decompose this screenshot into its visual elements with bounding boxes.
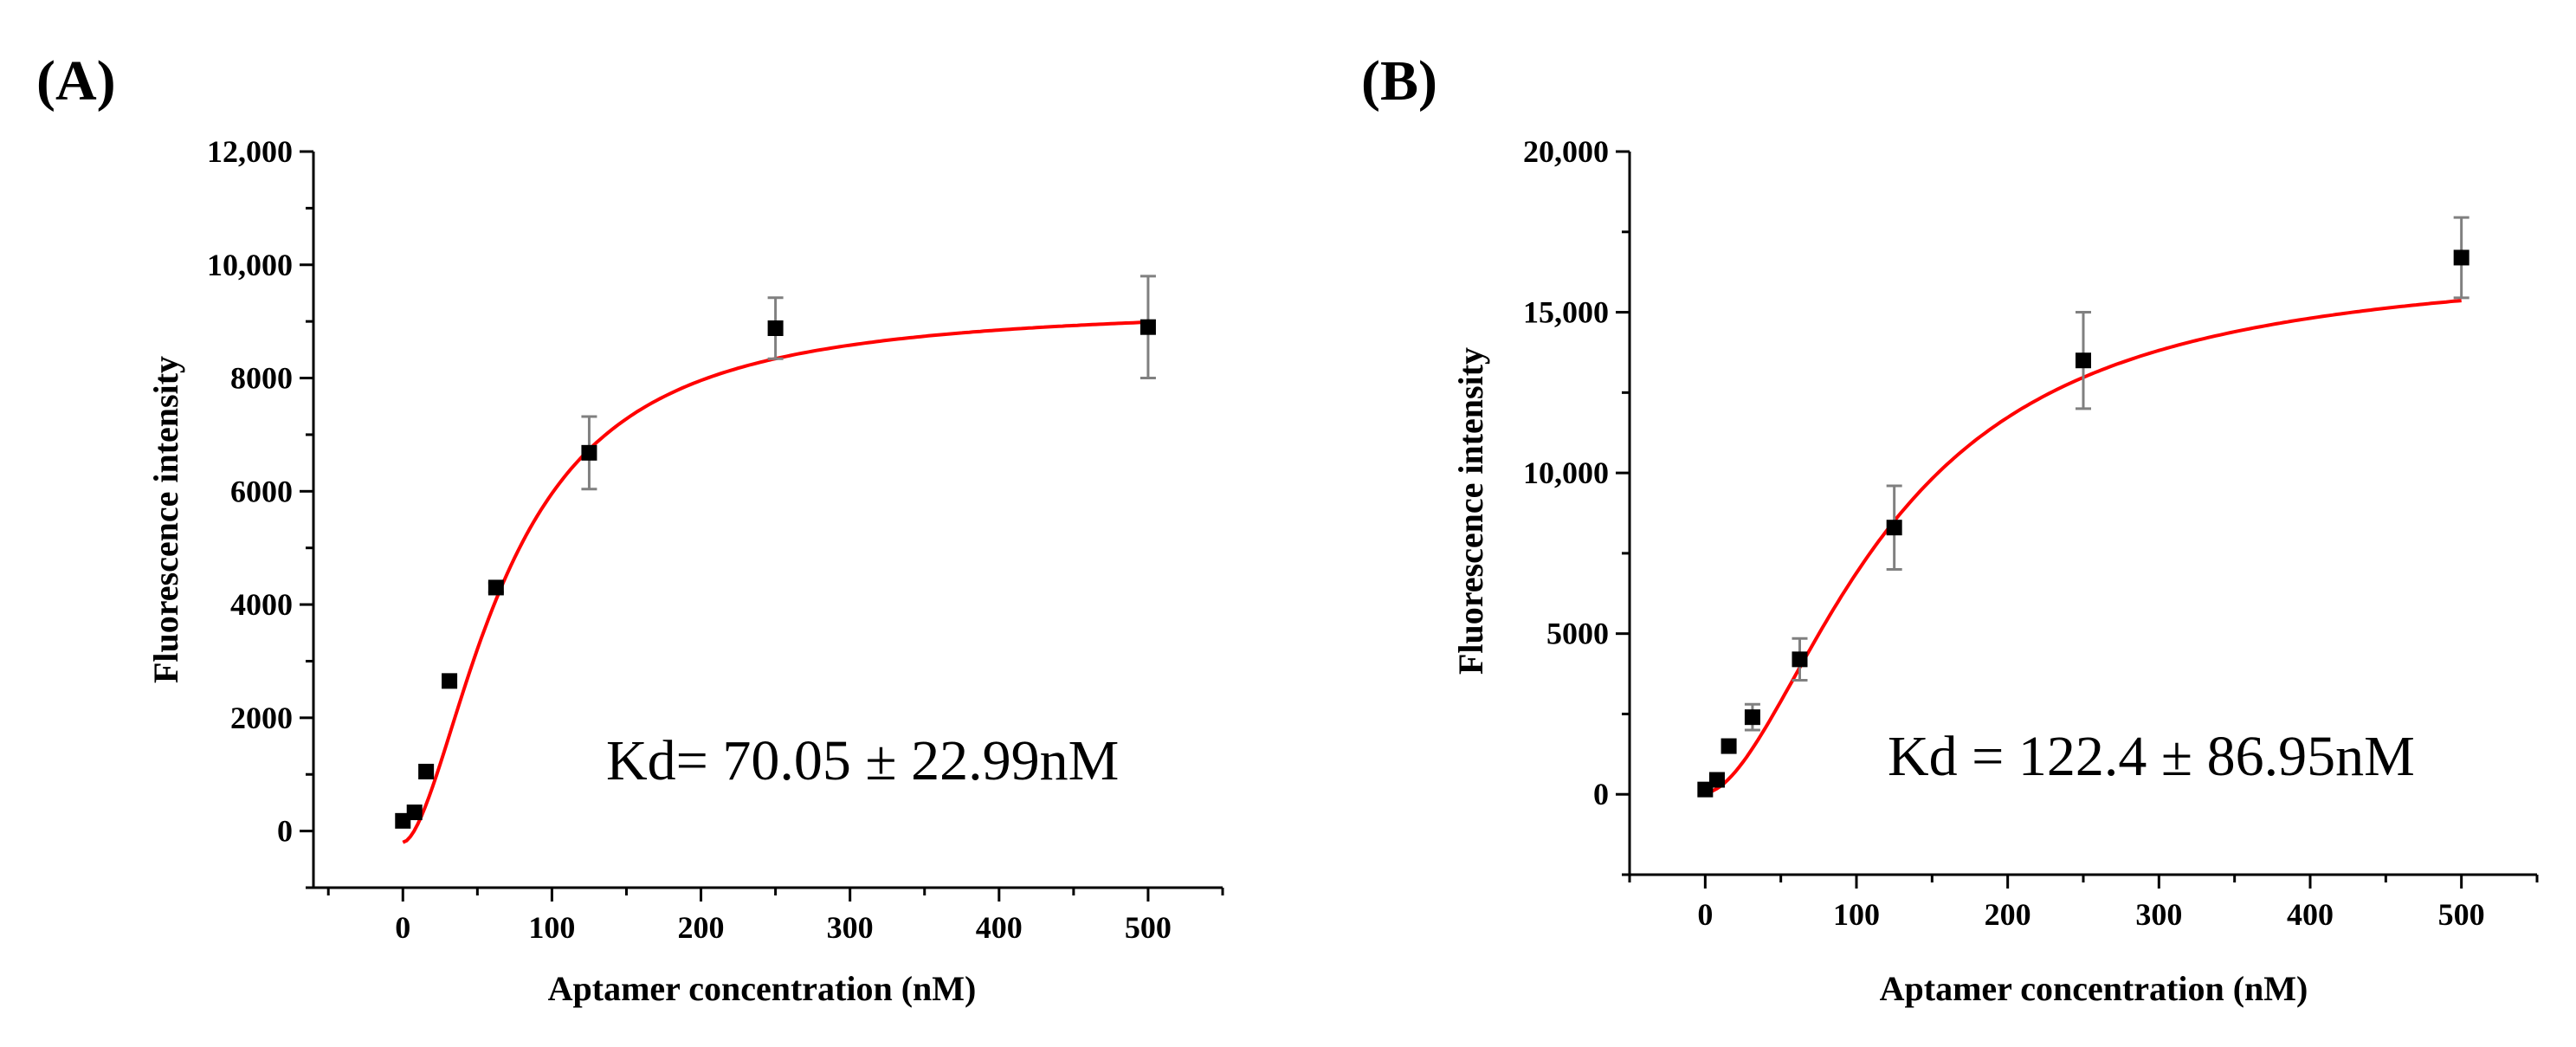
data-point-a (1140, 319, 1156, 335)
x-tick-label-b: 300 (2135, 897, 2182, 932)
data-point-b (1697, 781, 1714, 798)
y-tick-label-b: 15,000 (1523, 295, 1609, 330)
y-axis-title-b: Fluorescence intensity (1451, 347, 1490, 675)
y-tick-label-a: 6000 (230, 474, 293, 508)
panel-label-b: (B) (1361, 49, 1437, 113)
x-tick-label-b: 0 (1697, 897, 1713, 932)
ticks-a: 0 100 200 300 400 500 0 2000 4000 6000 8000 10,000 1… (207, 134, 1224, 945)
data-point-b (2076, 352, 2091, 369)
data-point-a (442, 673, 458, 689)
x-tick-label-b: 200 (1985, 897, 2031, 932)
data-points-b (1697, 216, 2469, 798)
x-axis-title-a: Aptamer concentration (nM) (548, 969, 977, 1008)
x-tick-label-b: 400 (2287, 897, 2334, 932)
data-point-a (406, 805, 423, 821)
data-point-a (487, 579, 504, 596)
data-point-a (581, 444, 597, 461)
y-tick-label-a: 10,000 (207, 248, 293, 282)
data-point-a (418, 763, 435, 779)
y-tick-label-b: 10,000 (1523, 456, 1609, 490)
y-tick-label-a: 2000 (230, 701, 293, 735)
chart-panel-b: (B) 0 100 200 300 400 5000500010,00015,00020,… (1361, 49, 2539, 1008)
x-tick-label-b: 500 (2438, 897, 2485, 932)
y-tick-label-a: 0 (277, 814, 293, 849)
data-point-b (1708, 772, 1725, 788)
data-points-a (395, 275, 1156, 829)
x-tick-label-a: 400 (976, 910, 1023, 945)
y-tick-label-a: 12,000 (207, 134, 293, 169)
data-point-b (1721, 738, 1737, 754)
data-point-b (1886, 520, 1902, 536)
data-point-b (2453, 249, 2469, 266)
panel-label-a: (A) (36, 49, 116, 113)
data-point-b (1744, 709, 1760, 726)
data-point-b (1792, 651, 1808, 668)
x-axis-title-b: Aptamer concentration (nM) (1880, 969, 2308, 1008)
y-tick-label-b: 5000 (1546, 617, 1609, 651)
y-tick-label-a: 4000 (230, 587, 293, 622)
y-tick-label-b: 0 (1593, 777, 1609, 811)
chart-panel-a: (A) 0 100 200 300 400 500 0 2000 4000 6000 8000 10,… (36, 49, 1224, 1008)
y-axis-title-a: Fluorescence intensity (146, 356, 185, 683)
x-tick-label-a: 0 (395, 910, 410, 945)
kd-annotation-b: Kd = 122.4 ± 86.95nM (1888, 725, 2415, 788)
x-tick-label-b: 100 (1833, 897, 1880, 932)
data-point-a (767, 320, 784, 336)
x-tick-label-a: 300 (827, 910, 874, 945)
x-tick-label-a: 200 (678, 910, 725, 945)
x-tick-label-a: 500 (1125, 910, 1172, 945)
y-tick-label-a: 8000 (230, 361, 293, 396)
x-tick-label-a: 100 (528, 910, 575, 945)
y-tick-label-b: 20,000 (1523, 134, 1609, 169)
kd-annotation-a: Kd= 70.05 ± 22.99nM (606, 729, 1119, 792)
